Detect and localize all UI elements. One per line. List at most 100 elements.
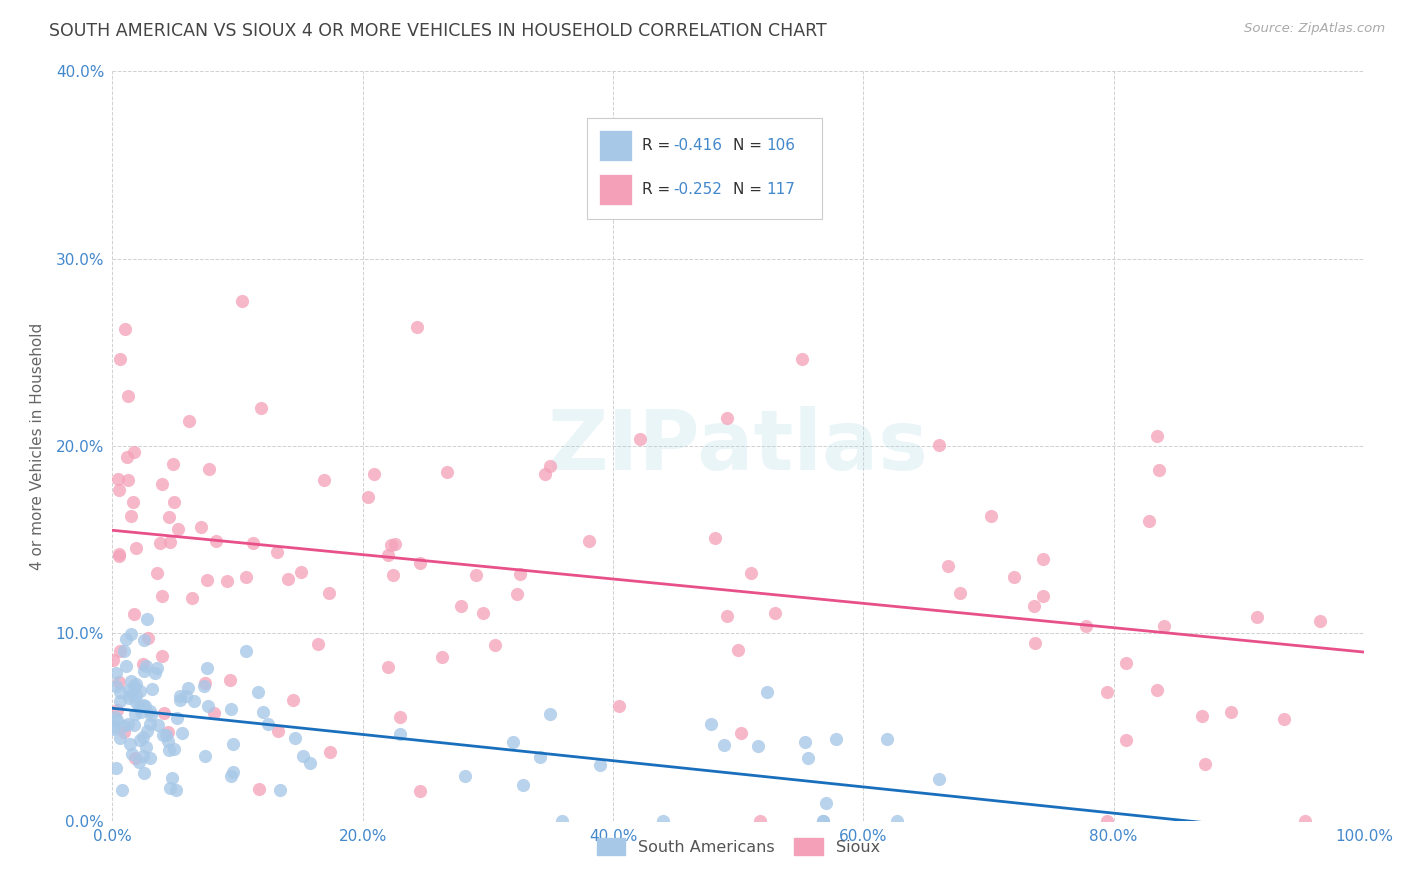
Point [512,778,534,792]
Point [122,680,145,694]
Point [231,293,253,308]
Point [319,745,342,759]
Point [108,731,131,745]
Point [815,796,838,810]
Point [215,574,238,588]
Point [886,814,908,828]
Point [628,432,651,446]
Point [408,784,430,798]
Point [107,472,129,486]
Point [384,537,406,551]
Legend: South Americans, Sioux: South Americans, Sioux [591,831,886,862]
Point [120,626,142,640]
Point [194,749,217,764]
Point [108,644,131,658]
Point [876,732,898,747]
Point [290,566,312,580]
Point [1002,569,1025,583]
Point [1246,609,1268,624]
Point [436,465,458,479]
Point [124,751,146,765]
Point [174,689,197,703]
Point [716,411,738,425]
Point [150,476,173,491]
Point [1115,656,1137,670]
Point [135,739,157,754]
Point [114,643,136,657]
Point [105,665,128,680]
Point [936,558,959,573]
Point [166,711,188,725]
Point [811,814,834,828]
Point [607,698,630,713]
Text: 117: 117 [766,182,796,197]
Point [578,534,600,549]
Point [356,490,378,504]
Point [314,473,336,487]
Point [131,698,153,712]
Point [179,414,201,428]
Point [124,445,146,459]
Point [1146,429,1168,443]
Text: Source: ZipAtlas.com: Source: ZipAtlas.com [1244,22,1385,36]
Point [152,589,174,603]
Point [114,322,136,336]
Point [134,664,156,678]
Point [257,717,280,731]
Point [120,688,142,702]
Point [1139,514,1161,528]
Point [134,699,156,714]
Point [221,764,243,779]
Point [389,710,412,724]
Point [204,534,226,549]
Text: R =: R = [643,137,675,153]
Point [1309,614,1331,628]
Point [388,726,411,740]
Point [103,720,125,734]
Point [222,737,245,751]
Point [143,665,166,680]
Point [529,749,551,764]
Point [252,705,274,719]
Point [1220,705,1243,719]
Point [465,567,488,582]
Point [749,814,772,828]
Point [124,695,146,709]
Point [454,769,477,783]
Point [132,657,155,671]
Point [163,494,186,508]
Point [132,748,155,763]
Point [700,717,723,731]
Point [318,585,340,599]
Point [727,642,749,657]
Point [138,704,160,718]
Point [1074,619,1097,633]
Point [551,814,574,828]
Point [125,677,148,691]
Point [117,717,139,731]
Point [1146,683,1168,698]
Point [763,606,786,620]
Point [111,782,134,797]
Point [277,572,299,586]
Point [307,637,329,651]
Point [129,683,152,698]
Point [219,673,242,688]
Point [1153,619,1175,633]
Point [250,401,273,415]
Point [794,734,817,748]
Text: N =: N = [733,182,766,197]
Point [235,644,257,658]
Point [163,741,186,756]
Point [170,726,193,740]
Point [928,438,950,452]
Point [505,587,527,601]
Point [380,538,402,552]
Point [169,693,191,707]
Point [118,683,141,698]
Point [1294,814,1316,828]
Point [533,467,555,482]
Point [162,457,184,471]
Point [128,700,150,714]
Point [928,772,950,786]
